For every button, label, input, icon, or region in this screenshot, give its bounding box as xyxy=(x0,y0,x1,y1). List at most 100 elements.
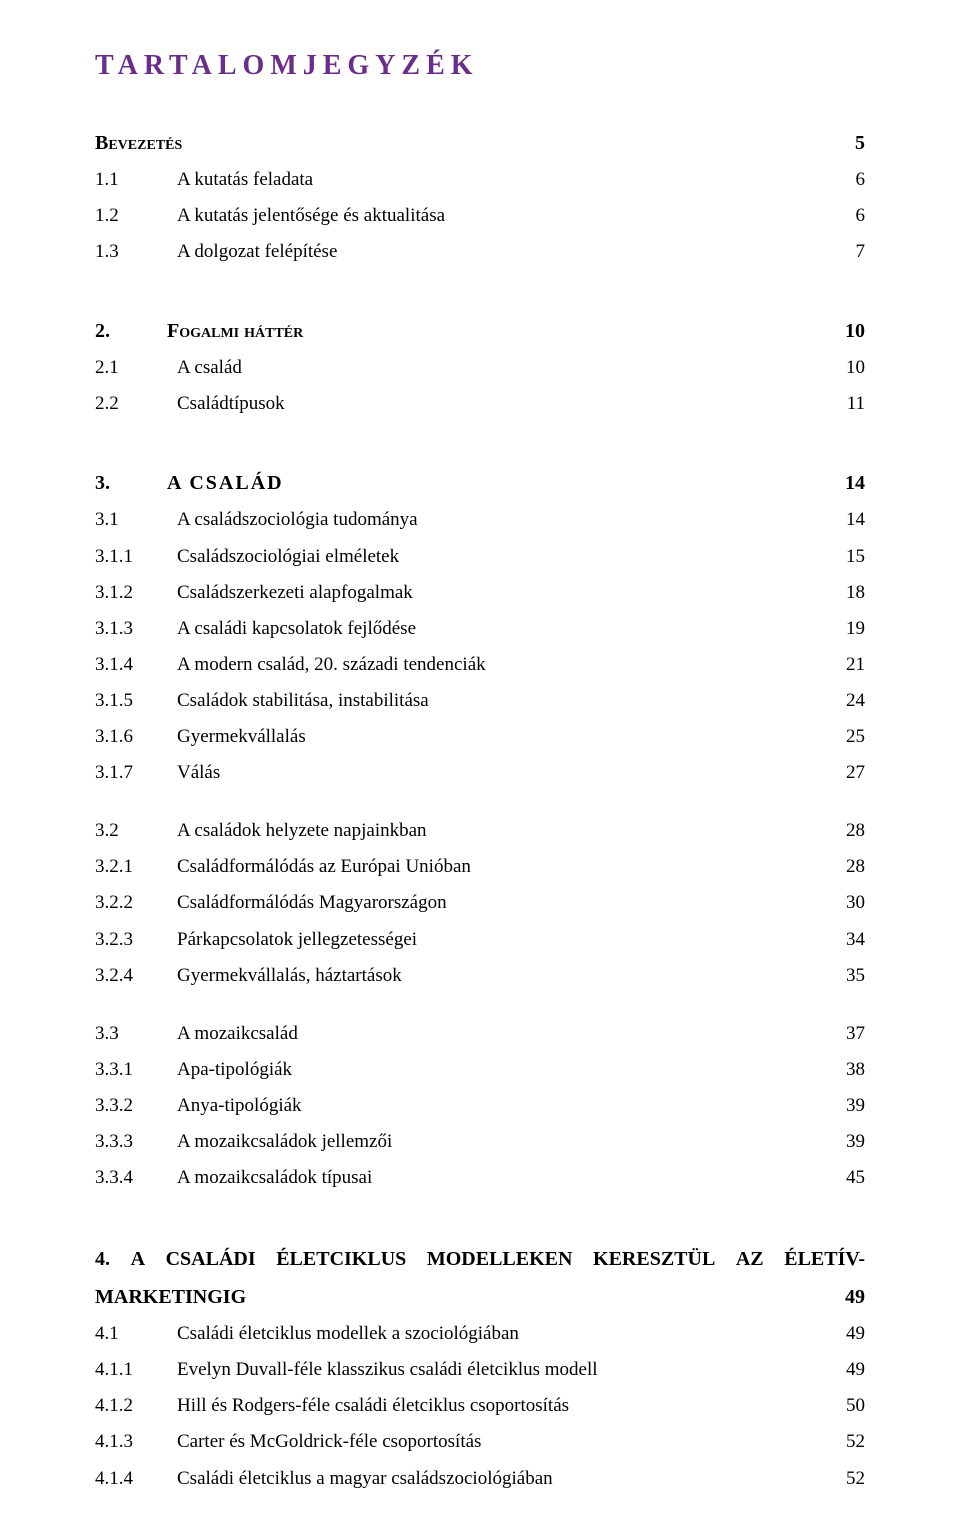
toc-page: 7 xyxy=(852,234,866,270)
toc-label: Családszerkezeti alapfogalmak xyxy=(177,575,413,611)
toc-chapter[interactable]: 4. A CSALÁDI ÉLETCIKLUS MODELLEKEN KERES… xyxy=(95,1240,865,1316)
toc-label: Családi életciklus modellek a szociológi… xyxy=(177,1316,519,1352)
toc-number: 3.2.3 xyxy=(95,922,177,958)
toc-label: Apa-tipológiák xyxy=(177,1052,292,1088)
toc-page: 45 xyxy=(842,1160,865,1196)
toc-label: A kutatás jelentősége és aktualitása xyxy=(177,198,445,234)
spacer xyxy=(95,270,865,312)
toc-page: 5 xyxy=(851,124,865,162)
toc-entry[interactable]: 3.3 A mozaikcsalád 37 xyxy=(95,1016,865,1052)
toc-entry[interactable]: 4.1.1 Evelyn Duvall-féle klasszikus csal… xyxy=(95,1352,865,1388)
toc-entry[interactable]: 4.1.4 Családi életciklus a magyar család… xyxy=(95,1461,865,1497)
toc-number: 3.2.4 xyxy=(95,958,177,994)
toc-number: 3.1.5 xyxy=(95,683,177,719)
toc-number: 4.1.4 xyxy=(95,1461,177,1497)
chapter-word: A xyxy=(131,1240,145,1278)
toc-page: 11 xyxy=(843,386,865,422)
toc-entry[interactable]: 3.2.3 Párkapcsolatok jellegzetességei 34 xyxy=(95,922,865,958)
toc-number: 4.1.3 xyxy=(95,1424,177,1460)
toc-number: 3.3 xyxy=(95,1016,177,1052)
toc-page: 35 xyxy=(842,958,865,994)
toc-page: 14 xyxy=(842,502,865,538)
toc-entry[interactable]: 3.3.4 A mozaikcsaládok típusai 45 xyxy=(95,1160,865,1196)
toc-page: 27 xyxy=(842,755,865,791)
toc-number: 3. xyxy=(95,464,167,502)
toc-label: Családformálódás Magyarországon xyxy=(177,885,447,921)
toc-label: Párkapcsolatok jellegzetességei xyxy=(177,922,417,958)
toc-entry[interactable]: 1.3 A dolgozat felépítése 7 xyxy=(95,234,865,270)
toc-entry[interactable]: 3.2.2 Családformálódás Magyarországon 30 xyxy=(95,885,865,921)
toc-page: 18 xyxy=(842,575,865,611)
toc-entry[interactable]: 3.1.5 Családok stabilitása, instabilitás… xyxy=(95,683,865,719)
toc-label: Családok stabilitása, instabilitása xyxy=(177,683,429,719)
toc-label: A családszociológia tudománya xyxy=(177,502,418,538)
toc-entry[interactable]: 3.3.3 A mozaikcsaládok jellemzői 39 xyxy=(95,1124,865,1160)
toc-entry[interactable]: 3.1.1 Családszociológiai elméletek 15 xyxy=(95,539,865,575)
toc-chapter[interactable]: Bevezetés 5 xyxy=(95,124,865,162)
toc-entry[interactable]: 3.2.1 Családformálódás az Európai Unióba… xyxy=(95,849,865,885)
toc-entry[interactable]: 3.2.4 Gyermekvállalás, háztartások 35 xyxy=(95,958,865,994)
toc-entry[interactable]: 3.2 A családok helyzete napjainkban 28 xyxy=(95,813,865,849)
toc-entry[interactable]: 1.2 A kutatás jelentősége és aktualitása… xyxy=(95,198,865,234)
toc-number: 3.1.1 xyxy=(95,539,177,575)
chapter-word: ÉLETÍV- xyxy=(784,1240,865,1278)
toc-entry[interactable]: 3.3.2 Anya-tipológiák 39 xyxy=(95,1088,865,1124)
toc-entry[interactable]: 3.1.4 A modern család, 20. századi tende… xyxy=(95,647,865,683)
toc-number: 1.1 xyxy=(95,162,177,198)
toc-entry[interactable]: 2.1 A család 10 xyxy=(95,350,865,386)
toc-entry[interactable]: 3.1.7 Válás 27 xyxy=(95,755,865,791)
toc-chapter[interactable]: 2. Fogalmi háttér 10 xyxy=(95,312,865,350)
toc-page: 19 xyxy=(842,611,865,647)
toc-chapter-line2: MARKETINGIG 49 xyxy=(95,1278,865,1316)
chapter-word: KERESZTÜL xyxy=(593,1240,715,1278)
toc-entry[interactable]: 4.1.2 Hill és Rodgers-féle családi életc… xyxy=(95,1388,865,1424)
toc-page: 34 xyxy=(842,922,865,958)
toc-number: 3.3.2 xyxy=(95,1088,177,1124)
toc-page: 28 xyxy=(842,849,865,885)
toc-label: Családi életciklus a magyar családszocio… xyxy=(177,1461,553,1497)
toc-number: 4.1 xyxy=(95,1316,177,1352)
toc-number: 3.1.6 xyxy=(95,719,177,755)
toc-label: A mozaikcsaládok típusai xyxy=(177,1160,372,1196)
toc-label: A CSALÁD xyxy=(167,464,284,502)
toc-entry[interactable]: 3.1 A családszociológia tudománya 14 xyxy=(95,502,865,538)
toc-label: Válás xyxy=(177,755,220,791)
toc-entry[interactable]: 1.1 A kutatás feladata 6 xyxy=(95,162,865,198)
toc-entry[interactable]: 3.1.3 A családi kapcsolatok fejlődése 19 xyxy=(95,611,865,647)
toc-page: 10 xyxy=(841,312,865,350)
toc-entry[interactable]: 2.2 Családtípusok 11 xyxy=(95,386,865,422)
toc-page: 49 xyxy=(842,1316,865,1352)
toc-label: MARKETINGIG xyxy=(95,1278,246,1316)
toc-label: Gyermekvállalás, háztartások xyxy=(177,958,402,994)
toc-number: 3.1.2 xyxy=(95,575,177,611)
toc-label: Hill és Rodgers-féle családi életciklus … xyxy=(177,1388,569,1424)
toc-entry[interactable]: 3.1.2 Családszerkezeti alapfogalmak 18 xyxy=(95,575,865,611)
toc-page: 6 xyxy=(852,198,866,234)
toc-page: 10 xyxy=(842,350,865,386)
chapter-word: CSALÁDI xyxy=(166,1240,256,1278)
toc-number: 3.1 xyxy=(95,502,177,538)
toc-page: 38 xyxy=(842,1052,865,1088)
toc-page: 15 xyxy=(842,539,865,575)
toc-page: 50 xyxy=(842,1388,865,1424)
spacer xyxy=(95,422,865,464)
toc-number: 3.1.7 xyxy=(95,755,177,791)
toc-label: A család xyxy=(177,350,242,386)
toc-label: A kutatás feladata xyxy=(177,162,313,198)
toc-chapter[interactable]: 3. A CSALÁD 14 xyxy=(95,464,865,502)
toc-label: A modern család, 20. századi tendenciák xyxy=(177,647,486,683)
toc-number: 3.2.1 xyxy=(95,849,177,885)
page-title: TARTALOMJEGYZÉK xyxy=(95,50,865,82)
toc-entry[interactable]: 4.1.3 Carter és McGoldrick-féle csoporto… xyxy=(95,1424,865,1460)
toc-label: A mozaikcsaládok jellemzői xyxy=(177,1124,392,1160)
toc-entry[interactable]: 3.1.6 Gyermekvállalás 25 xyxy=(95,719,865,755)
toc-entry[interactable]: 4.1 Családi életciklus modellek a szocio… xyxy=(95,1316,865,1352)
toc-page: 37 xyxy=(842,1016,865,1052)
toc-entry[interactable]: 3.3.1 Apa-tipológiák 38 xyxy=(95,1052,865,1088)
toc-page: 24 xyxy=(842,683,865,719)
toc-page: 39 xyxy=(842,1088,865,1124)
page: TARTALOMJEGYZÉK Bevezetés 5 1.1 A kutatá… xyxy=(0,0,960,1537)
toc-page: 28 xyxy=(842,813,865,849)
toc-page: 14 xyxy=(841,464,865,502)
toc-label: A családok helyzete napjainkban xyxy=(177,813,427,849)
